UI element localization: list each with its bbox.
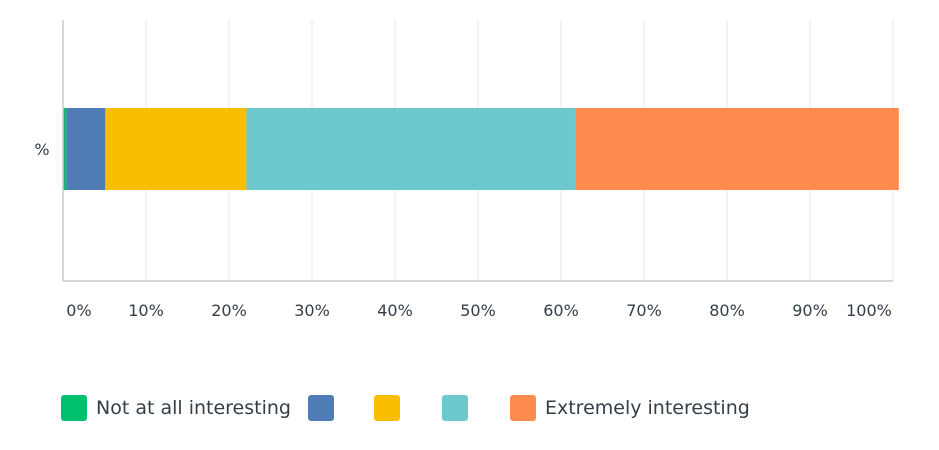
axes xyxy=(62,20,893,282)
x-tick-label: 40% xyxy=(377,301,413,320)
x-tick-labels: 0% 10% 20% 30% 40% 50% 60% 70% 80% 90% 100% xyxy=(66,301,892,320)
legend-item xyxy=(441,394,468,422)
legend-swatch xyxy=(373,395,400,421)
legend-label: Extremely interesting xyxy=(544,397,750,419)
bar-segment xyxy=(246,108,576,190)
legend-swatch xyxy=(61,395,87,421)
legend-swatch xyxy=(441,395,468,421)
legend-swatch xyxy=(307,395,334,421)
bar-segments xyxy=(63,108,899,190)
x-tick-label: 50% xyxy=(460,301,496,320)
x-tick-label: 100% xyxy=(846,301,892,320)
legend: Not at all interesting Extremely interest… xyxy=(61,394,750,422)
legend-swatch xyxy=(509,395,536,421)
x-tick-label: 70% xyxy=(626,301,662,320)
legend-item: Not at all interesting xyxy=(61,394,291,422)
x-tick-label: 0% xyxy=(66,301,91,320)
bar-segment xyxy=(575,108,899,190)
x-tick-label: 10% xyxy=(128,301,164,320)
x-tick-label: 20% xyxy=(211,301,247,320)
category-label: % xyxy=(34,140,49,159)
bar-segment xyxy=(105,108,247,190)
bar-segment xyxy=(66,108,106,190)
legend-item xyxy=(373,394,400,422)
category-labels: % xyxy=(34,140,49,159)
x-tick-label: 80% xyxy=(709,301,745,320)
legend-item: Extremely interesting xyxy=(509,394,750,422)
legend-item xyxy=(307,394,334,422)
x-tick-label: 60% xyxy=(543,301,579,320)
x-tick-label: 90% xyxy=(792,301,828,320)
bar-segment xyxy=(63,108,67,190)
x-tick-label: 30% xyxy=(294,301,330,320)
legend-label: Not at all interesting xyxy=(96,397,291,419)
